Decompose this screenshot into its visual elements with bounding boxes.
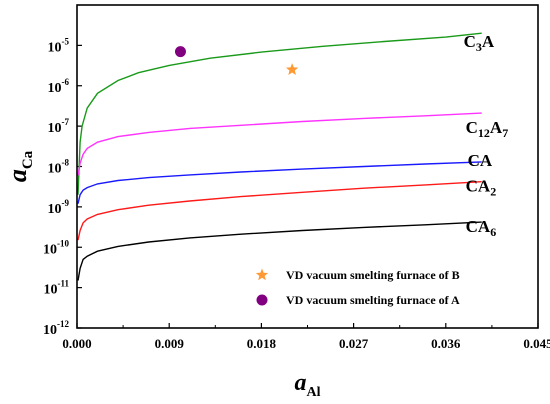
x-tick-label: 0.045 (523, 336, 550, 351)
y-tick-label: 10-5 (48, 36, 70, 55)
curve-label-c12a7: C12A7 (466, 118, 509, 140)
data-point-vd-furnace-b (285, 63, 299, 75)
curve-label-ca: CA (468, 151, 493, 170)
y-tick-label: 10-12 (43, 319, 69, 338)
x-tick-label: 0.036 (431, 336, 461, 351)
data-point-vd-furnace-a (174, 46, 186, 58)
series-line-ca6 (77, 221, 482, 281)
plot-frame (76, 4, 539, 329)
y-tick-label: 10-10 (43, 238, 69, 257)
y-axis-title: aCa (3, 150, 36, 182)
y-tick-label: 10-7 (48, 117, 70, 136)
tick-labels: 0.000 0.009 0.018 0.027 0.036 0.045 10-5 10-6 10… (43, 36, 550, 351)
x-tick-label: 0.027 (339, 336, 369, 351)
y-tick-label: 10-11 (43, 279, 69, 298)
series-line-ca2 (77, 181, 482, 241)
x-tick-label: 0.009 (155, 336, 185, 351)
y-tick-label: 10-9 (48, 198, 70, 217)
series-line-c12a7 (77, 112, 482, 176)
x-tick-label: 0.000 (62, 336, 91, 351)
series-lines (77, 32, 482, 281)
curve-label-ca6: CA6 (466, 217, 497, 239)
legend-label: VD vacuum smelting furnace of A (286, 293, 460, 307)
legend: VD vacuum smelting furnace of B VD vacuum… (255, 268, 460, 307)
series-line-c3a (77, 32, 482, 195)
y-tick-label: 10-6 (48, 77, 70, 96)
series-line-ca (77, 161, 482, 204)
legend-marker-1 (256, 294, 268, 306)
x-axis-title: aAl (295, 370, 321, 400)
curve-label-ca2: CA2 (466, 177, 497, 199)
x-tick-label: 0.018 (247, 336, 277, 351)
curve-labels: C3A C12A7 CA CA2 CA6 (464, 32, 509, 239)
legend-marker-0 (255, 268, 269, 281)
curve-label-c3a: C3A (464, 32, 495, 54)
legend-label: VD vacuum smelting furnace of B (286, 268, 460, 282)
data-points (174, 46, 299, 75)
y-tick-label: 10-8 (48, 158, 70, 177)
